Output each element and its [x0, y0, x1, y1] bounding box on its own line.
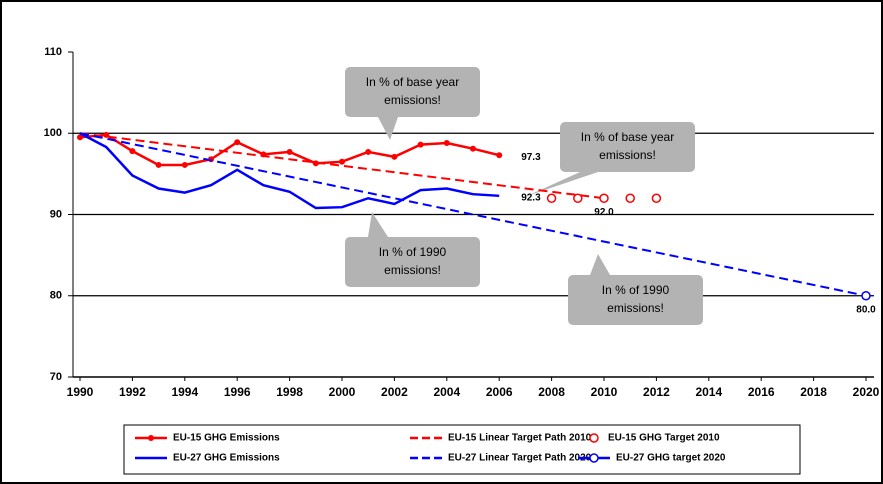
callout: In % of 1990 emissions!	[345, 212, 480, 287]
point	[234, 139, 241, 146]
legend-label: EU-27 GHG target 2020	[616, 453, 726, 464]
data-label: 80.0	[856, 304, 876, 315]
point	[546, 193, 557, 203]
point	[77, 134, 83, 141]
callout-text: emissions!	[599, 148, 656, 162]
point	[861, 291, 871, 301]
series-line	[79, 132, 605, 200]
point	[391, 153, 398, 160]
x-tick-label: 2012	[643, 385, 670, 399]
data-label: 92.0	[594, 207, 614, 218]
point	[286, 148, 293, 155]
y-tick-label: 80	[50, 290, 62, 302]
series-line	[79, 132, 867, 297]
callout-box	[560, 122, 695, 172]
callout-text: In % of base year	[366, 75, 459, 89]
legend-label: EU-27 GHG Emissions	[173, 453, 280, 464]
legend-marker	[148, 435, 154, 441]
x-tick-label: 2008	[538, 385, 565, 399]
data-label: 97.3	[521, 152, 541, 163]
point	[443, 140, 450, 146]
x-tick-label: 1992	[119, 385, 146, 399]
point	[496, 152, 503, 159]
legend-item: EU-15 Linear Target Path 2010	[410, 433, 592, 444]
x-tick-label: 2010	[591, 385, 618, 399]
x-tick-label: 2004	[433, 385, 460, 399]
callout-text: emissions!	[384, 263, 441, 277]
legend-marker	[589, 433, 599, 443]
y-tick-label: 110	[44, 46, 62, 58]
legend-label: EU-15 GHG Emissions	[173, 433, 280, 444]
point	[129, 148, 136, 155]
callout: In % of base year emissions!	[345, 67, 480, 140]
x-tick-label: 1996	[224, 385, 251, 399]
x-tick-label: 2020	[853, 385, 880, 399]
legend-marker	[589, 453, 599, 463]
legend-label: EU-15 Linear Target Path 2010	[448, 433, 592, 444]
x-tick-label: 1998	[276, 385, 303, 399]
point	[573, 193, 583, 203]
series-line	[79, 132, 500, 210]
legend-box	[123, 424, 801, 475]
callout-box	[568, 275, 703, 325]
x-tick-label: 1990	[67, 385, 94, 399]
point	[651, 193, 662, 203]
callout-shape	[368, 212, 388, 237]
callout-text: emissions!	[384, 93, 441, 107]
legend-label: EU-15 GHG Target 2010	[608, 433, 720, 444]
legend-item: EU-27 Linear Target Path 2020	[410, 453, 592, 464]
callout: In % of 1990 emissions!	[568, 254, 703, 325]
legend-item: EU-27 GHG Emissions	[135, 453, 280, 464]
x-tick-label: 2016	[748, 385, 775, 399]
point	[417, 141, 424, 148]
x-tick-label: 2002	[381, 385, 408, 399]
callout-text: emissions!	[607, 301, 664, 315]
legend-item: EU-15 GHG Emissions	[135, 433, 280, 444]
callout-shape	[590, 254, 610, 275]
point	[181, 161, 188, 168]
legend-label: EU-27 Linear Target Path 2020	[448, 453, 592, 464]
legend-item: EU-27 GHG target 2020	[578, 453, 726, 464]
x-tick-label: 2000	[329, 385, 356, 399]
y-tick-label: 70	[50, 371, 62, 383]
callout-text: In % of 1990	[602, 283, 670, 297]
point	[365, 148, 372, 155]
point	[103, 131, 110, 138]
callout-text: In % of 1990	[379, 245, 447, 259]
callout-box	[345, 237, 480, 287]
callout-text: In % of base year	[581, 130, 674, 144]
callout-box	[345, 67, 480, 117]
x-tick-label: 2018	[800, 385, 827, 399]
callout: In % of base year emissions!	[527, 122, 695, 196]
x-tick-label: 2014	[695, 385, 722, 399]
point	[625, 193, 635, 203]
data-label: 92.3	[521, 192, 541, 203]
y-tick-label: 100	[44, 127, 62, 139]
point	[599, 193, 609, 203]
point	[339, 158, 345, 165]
y-tick-label: 90	[50, 208, 62, 220]
x-tick-label: 1994	[171, 385, 198, 399]
point	[470, 145, 476, 152]
legend-item: EU-15 GHG Target 2010	[589, 433, 720, 444]
x-tick-label: 2006	[486, 385, 513, 399]
point	[155, 161, 162, 168]
callout-shape	[378, 117, 398, 140]
